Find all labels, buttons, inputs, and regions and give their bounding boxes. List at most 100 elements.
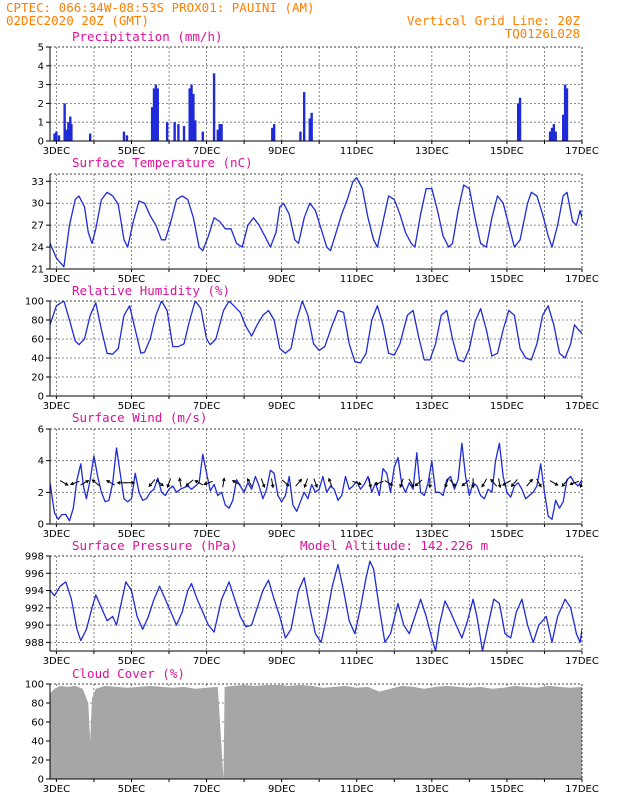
cloud-xtick-label: 7DEC bbox=[193, 784, 220, 795]
wind-direction-arrow bbox=[178, 477, 182, 488]
wind-direction-arrow bbox=[502, 480, 512, 486]
precip-xtick-label: 15DEC bbox=[490, 146, 524, 157]
temp-title: Surface Temperature (nC) bbox=[72, 155, 253, 170]
precip-xtick-label: 3DEC bbox=[43, 146, 70, 157]
pres-panel: 988 990 992 994 996 998 3DEC 5DEC 7DEC 9DEC 11DEC 1… bbox=[25, 552, 599, 668]
precip-bar bbox=[165, 122, 169, 141]
wind-series-line bbox=[50, 442, 582, 522]
precip-bar bbox=[188, 88, 191, 141]
wind-direction-arrow bbox=[471, 478, 476, 489]
precip-xtick-label: 11DEC bbox=[340, 146, 374, 157]
rh-xtick-label: 17DEC bbox=[565, 401, 599, 412]
precip-bar bbox=[272, 124, 276, 141]
temp-panel: 21 24 27 30 33 3DEC 5DEC 7DEC 9DEC 11DEC 13DEC 15DE… bbox=[31, 173, 599, 285]
pres-ytick-label: 996 bbox=[25, 569, 44, 580]
rh-xtick-label: 5DEC bbox=[118, 401, 145, 412]
temp-series-line bbox=[50, 177, 582, 268]
precip-title: Precipitation (mm/h) bbox=[72, 29, 223, 44]
wind-direction-arrow bbox=[166, 478, 172, 489]
pres-xtick-label: 7DEC bbox=[193, 656, 220, 667]
precip-bar bbox=[154, 84, 158, 141]
precip-xtick-label: 13DEC bbox=[415, 146, 449, 157]
wind-data bbox=[50, 442, 582, 522]
precip-xtick-label: 9DEC bbox=[268, 146, 295, 157]
wind-direction-arrow bbox=[203, 480, 213, 486]
precip-bar bbox=[53, 133, 56, 141]
wind-panel: 0 2 4 6 3DEC 5DEC 7DEC 9DEC 11DEC 13DEC 15DEC 17DEC bbox=[38, 425, 599, 541]
cloud-ytick-label: 40 bbox=[31, 737, 44, 748]
wind-direction-arrow bbox=[408, 478, 414, 488]
humidity-title: Relative Humidity (%) bbox=[72, 283, 230, 298]
pres-ytick-label: 992 bbox=[25, 603, 44, 614]
cloud-ytick-label: 20 bbox=[31, 756, 44, 767]
wind-direction-arrow bbox=[281, 479, 290, 487]
wind-direction-arrow bbox=[449, 479, 457, 488]
rh-ytick-label: 80 bbox=[31, 316, 44, 327]
rh-xtick-label: 7DEC bbox=[193, 401, 220, 412]
precip-bar bbox=[565, 88, 569, 141]
precip-bar bbox=[212, 73, 216, 141]
rh-xtick-label: 9DEC bbox=[268, 401, 295, 412]
precip-ytick-label: 0 bbox=[38, 137, 44, 148]
precip-bar bbox=[216, 129, 220, 141]
cloud-xtick-label: 5DEC bbox=[118, 784, 145, 795]
temp-ytick-label: 33 bbox=[31, 177, 44, 188]
rh-series-line bbox=[50, 301, 582, 364]
wind-direction-arrow bbox=[91, 479, 100, 487]
wind-direction-arrow bbox=[185, 479, 194, 487]
pres-ytick-label: 988 bbox=[25, 638, 44, 649]
rh-xtick-label: 15DEC bbox=[490, 401, 524, 412]
wind-direction-arrow bbox=[125, 480, 136, 485]
pres-data bbox=[50, 560, 582, 651]
precip-bar bbox=[55, 131, 58, 141]
pressure-altitude-note: Model Altitude: 142.226 m bbox=[300, 538, 488, 553]
wind-direction-arrow bbox=[497, 478, 502, 489]
wind-direction-arrow bbox=[368, 478, 373, 489]
precip-bar bbox=[548, 131, 552, 141]
temp-ytick-label: 30 bbox=[31, 199, 44, 210]
precip-xtick-label: 17DEC bbox=[565, 146, 599, 157]
precip-bar bbox=[67, 122, 70, 141]
precip-bar bbox=[88, 133, 92, 141]
pres-xtick-label: 15DEC bbox=[490, 656, 524, 667]
pres-ytick-label: 998 bbox=[25, 552, 44, 563]
wind-direction-arrow bbox=[80, 480, 90, 486]
precip-bar bbox=[563, 84, 567, 141]
pres-xtick-label: 9DEC bbox=[268, 656, 295, 667]
wind-ytick-label: 0 bbox=[38, 520, 44, 531]
cloud-data bbox=[50, 685, 582, 779]
cloud-cover-area bbox=[50, 685, 582, 779]
precip-panel: 0 1 2 3 4 5 3DEC 5DEC 7DEC 9DEC 11DEC 13DEC 15DEC 17D… bbox=[38, 43, 599, 158]
wind-xtick-label: 11DEC bbox=[340, 529, 374, 540]
precip-ytick-label: 2 bbox=[38, 99, 44, 110]
rh-panel: 0 20 40 60 80 100 3DEC 5DEC 7DEC 9DEC 11DEC 13DEC 15… bbox=[25, 297, 599, 413]
wind-direction-arrow bbox=[352, 480, 362, 486]
wind-xtick-label: 3DEC bbox=[43, 529, 70, 540]
precip-bar bbox=[190, 84, 193, 141]
temp-ytick-label: 24 bbox=[31, 243, 44, 254]
wind-ytick-label: 6 bbox=[38, 425, 44, 436]
precip-bar bbox=[182, 125, 186, 141]
wind-direction-arrow bbox=[374, 480, 384, 486]
precip-bar bbox=[150, 107, 154, 141]
pres-xtick-label: 11DEC bbox=[340, 656, 374, 667]
wind-xtick-label: 15DEC bbox=[490, 529, 524, 540]
wind-xtick-label: 17DEC bbox=[565, 529, 599, 540]
precip-bar bbox=[220, 124, 223, 141]
pres-xtick-label: 13DEC bbox=[415, 656, 449, 667]
wind-xtick-label: 9DEC bbox=[268, 529, 295, 540]
precip-ytick-label: 5 bbox=[38, 43, 44, 54]
precip-bar bbox=[156, 88, 159, 141]
precip-bar bbox=[310, 112, 313, 141]
precip-bar bbox=[554, 131, 557, 141]
wind-direction-arrow bbox=[490, 478, 498, 487]
precip-ytick-label: 4 bbox=[38, 61, 44, 72]
precip-bar bbox=[70, 124, 73, 141]
precip-bar bbox=[201, 131, 205, 141]
precip-bar bbox=[299, 131, 302, 141]
rh-ytick-label: 40 bbox=[31, 354, 44, 365]
precip-bar bbox=[308, 118, 312, 141]
wind-direction-arrow bbox=[549, 480, 559, 486]
wind-xtick-label: 5DEC bbox=[118, 529, 145, 540]
cloud-xtick-label: 17DEC bbox=[565, 784, 599, 795]
